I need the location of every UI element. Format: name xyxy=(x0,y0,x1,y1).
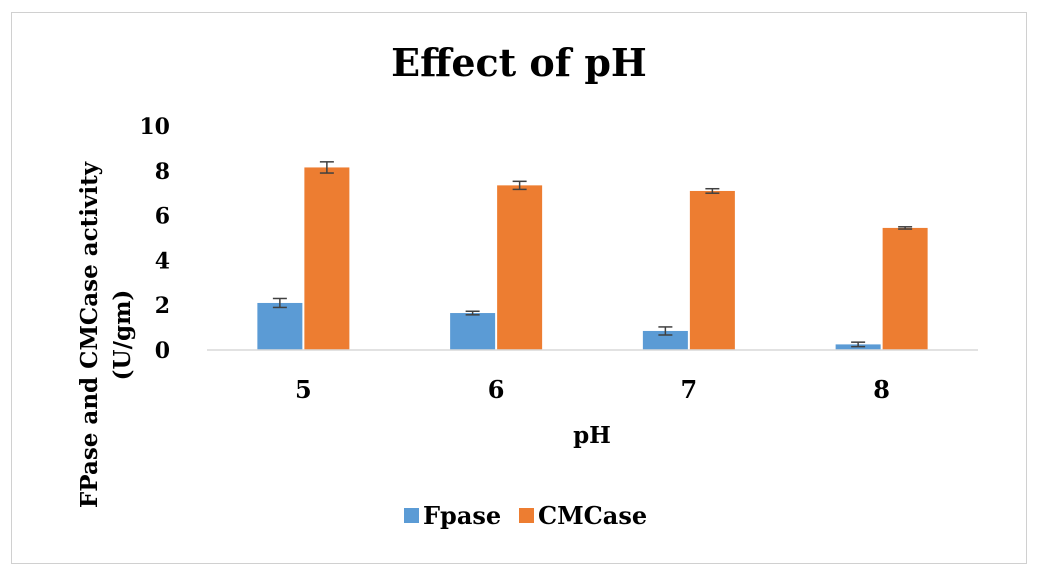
y-tick-label: 6 xyxy=(155,204,170,230)
bar-cmcase-ph6 xyxy=(497,185,543,350)
bars xyxy=(257,161,928,350)
y-axis-ticks: 0 2 4 6 8 10 xyxy=(139,114,170,364)
x-axis-ticks: 5 6 7 8 xyxy=(295,375,890,404)
y-tick-label: 8 xyxy=(155,159,170,185)
bar-cmcase-ph8 xyxy=(882,227,928,350)
y-axis-label-line1: FPase and CMCase activity xyxy=(76,161,103,508)
x-tick-label: 7 xyxy=(681,375,698,404)
legend-label-cmcase: CMCase xyxy=(538,501,647,530)
error-bar-fpase-ph7 xyxy=(658,326,673,336)
error-bar-cmcase-ph8 xyxy=(898,226,913,230)
y-axis-label: FPase and CMCase activity (U/gm) xyxy=(76,161,136,508)
x-axis-label: pH xyxy=(573,422,611,449)
bar-cmcase-ph5 xyxy=(304,167,350,350)
y-tick-label: 4 xyxy=(155,248,170,274)
error-bar-cmcase-ph7 xyxy=(705,187,720,194)
bar-fpase-ph5 xyxy=(257,302,303,350)
error-bar-fpase-ph6 xyxy=(465,310,480,316)
x-tick-label: 8 xyxy=(873,375,890,404)
legend: Fpase CMCase xyxy=(404,501,647,530)
error-bar-fpase-ph5 xyxy=(272,297,287,309)
error-bar-fpase-ph8 xyxy=(851,341,866,348)
bar-fpase-ph6 xyxy=(450,313,496,350)
error-bar-cmcase-ph5 xyxy=(319,161,334,174)
legend-swatch-cmcase xyxy=(519,508,534,523)
bar-cmcase-ph7 xyxy=(689,190,735,350)
chart-title: Effect of pH xyxy=(391,40,647,85)
legend-swatch-fpase xyxy=(404,508,419,523)
bar-fpase-ph7 xyxy=(642,330,688,350)
y-axis-label-line2: (U/gm) xyxy=(109,290,136,381)
y-tick-label: 10 xyxy=(139,114,170,140)
error-bar-cmcase-ph6 xyxy=(512,180,527,191)
y-tick-label: 0 xyxy=(155,338,170,364)
x-tick-label: 5 xyxy=(295,375,312,404)
x-tick-label: 6 xyxy=(488,375,505,404)
y-tick-label: 2 xyxy=(155,293,170,319)
legend-label-fpase: Fpase xyxy=(423,501,501,530)
